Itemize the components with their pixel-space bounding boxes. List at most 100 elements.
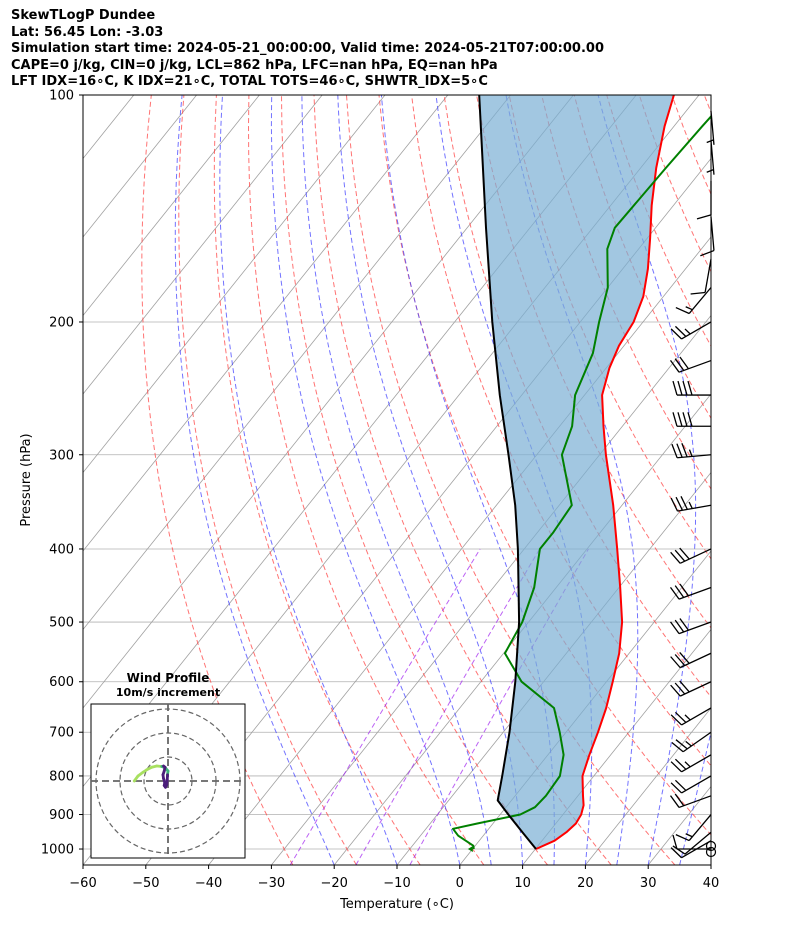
wind-barb (670, 775, 712, 794)
barb-half-flag (688, 501, 693, 509)
barb-shaft (704, 258, 712, 293)
wind-barb (670, 680, 712, 697)
barb-shaft (682, 731, 712, 753)
barb-shaft (710, 140, 715, 175)
wind-barb (706, 110, 715, 145)
isotherm-line (585, 707, 711, 865)
barb-flag (675, 306, 690, 315)
barb-flag (672, 834, 678, 850)
isotherm-line (0, 95, 71, 865)
barb-flag (670, 847, 683, 859)
dry-adiabat (541, 95, 711, 490)
wind-barb (672, 412, 711, 427)
barb-flag (670, 782, 683, 794)
barb-flag (674, 711, 687, 723)
barb-half-flag (706, 169, 714, 173)
isotherm-line (145, 157, 711, 865)
isotherm-line (333, 393, 711, 865)
dry-adiabat (247, 95, 485, 865)
wind-barb (670, 321, 712, 340)
x-tick-label: 20 (577, 876, 594, 891)
barb-flag (674, 682, 686, 695)
barb-flag (669, 360, 680, 373)
wind-barb (669, 793, 712, 809)
barb-shaft (677, 504, 712, 512)
barb-shaft (679, 652, 712, 669)
moist-adiabat (174, 95, 335, 865)
y-tick-label: 500 (49, 616, 74, 631)
barb-half-flag (706, 139, 714, 144)
barb-shaft (678, 621, 712, 635)
moist-adiabat (301, 95, 492, 865)
barb-flag (674, 619, 685, 633)
barb-flag (670, 551, 681, 564)
barb-flag (680, 496, 688, 510)
dewpoint-line (452, 115, 711, 850)
negative-area-fill (479, 95, 674, 849)
x-tick-label: 30 (640, 876, 657, 891)
cape-cin-shading (479, 95, 674, 849)
barb-half-flag (685, 740, 692, 747)
isotherm-line (83, 95, 574, 709)
wind-barbs (669, 110, 717, 859)
mixing-ratio-line (289, 548, 481, 865)
barb-flag (682, 412, 688, 427)
barb-flag (690, 291, 706, 295)
barb-flag (675, 739, 688, 750)
barb-flag (672, 380, 678, 396)
x-axis-label: Temperature (∘C) (339, 897, 454, 912)
isotherm-line (647, 785, 711, 865)
wind-barb (675, 814, 712, 842)
wind-barb (669, 583, 712, 600)
barb-half-flag (684, 328, 691, 335)
stability-indices: LFT IDX=16∘C, K IDX=21∘C, TOTAL TOTS=46∘… (11, 74, 488, 89)
isotherm-line (522, 628, 711, 865)
barb-shaft (681, 775, 712, 794)
x-tick-label: −10 (383, 876, 410, 891)
calm-wind-circle (705, 840, 717, 852)
barb-flag (672, 845, 686, 855)
parcel-line (478, 95, 537, 850)
station-coordinates: Lat: 56.45 Lon: -3.03 (11, 24, 164, 40)
wind-barb (671, 443, 712, 459)
wind-barb (672, 380, 711, 396)
barb-flag (674, 793, 685, 807)
hodograph-segment (162, 764, 167, 769)
barb-flag (674, 549, 686, 562)
wind-barb (672, 834, 711, 850)
wind-barb (670, 754, 712, 773)
barb-flag (670, 761, 683, 773)
x-tick-label: −40 (195, 876, 222, 891)
barb-half-flag (684, 714, 691, 721)
barb-shaft (677, 454, 712, 459)
hodograph-grid (91, 704, 245, 858)
barb-flag (674, 654, 686, 666)
wind-barb (696, 180, 712, 220)
hodograph-subtitle: 10m/s increment (116, 686, 220, 699)
barb-flag (669, 795, 680, 808)
barb-shaft (679, 681, 712, 697)
dry-adiabat (703, 95, 711, 114)
wind-barb (670, 496, 712, 512)
barb-flag (675, 496, 684, 511)
isotherm-line (83, 95, 449, 552)
x-tick-label: −50 (132, 876, 159, 891)
dry-adiabat (178, 95, 357, 865)
barb-shaft (678, 359, 712, 373)
barb-shaft (684, 831, 712, 855)
barb-flag (677, 412, 683, 427)
dry-adiabat (411, 95, 711, 767)
hodograph-title: Wind Profile (127, 671, 210, 685)
wind-barb (669, 356, 712, 373)
barb-shaft (679, 548, 712, 564)
barb-flag (674, 758, 687, 770)
dry-adiabat (737, 95, 794, 865)
barb-flag (687, 380, 693, 396)
barb-flag (674, 779, 687, 791)
axes: −60 −50 −40 −30 −20 −10 0 10 20 30 40 1000 900 800 700… (19, 89, 719, 913)
y-tick-label: 700 (49, 726, 74, 741)
barb-flag (670, 684, 681, 697)
barb-flag (679, 356, 689, 370)
x-tick-label: 0 (456, 876, 464, 891)
